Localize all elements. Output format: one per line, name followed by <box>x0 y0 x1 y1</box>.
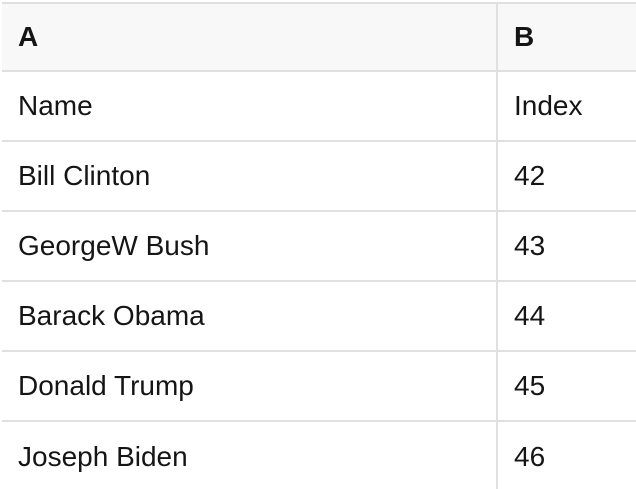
table-cell[interactable]: Donald Trump <box>2 352 498 422</box>
column-header-row: A B <box>2 4 636 72</box>
table-cell[interactable]: Name <box>2 72 498 142</box>
table-cell[interactable]: 43 <box>498 212 636 282</box>
table-row: Bill Clinton 42 <box>2 142 636 212</box>
table-row: GeorgeW Bush 43 <box>2 212 636 282</box>
table-row: Name Index <box>2 72 636 142</box>
table-cell[interactable]: 44 <box>498 282 636 352</box>
table-cell[interactable]: 45 <box>498 352 636 422</box>
table-row: Donald Trump 45 <box>2 352 636 422</box>
table-row: Barack Obama 44 <box>2 282 636 352</box>
table-cell[interactable]: 46 <box>514 441 546 472</box>
column-header-b[interactable]: B <box>498 4 636 72</box>
table-cell[interactable]: Index <box>498 72 636 142</box>
table-cell[interactable]: Barack Obama <box>2 282 498 352</box>
table-cell[interactable]: Bill Clinton <box>2 142 498 212</box>
table-cell[interactable]: GeorgeW Bush <box>2 212 498 282</box>
table-cell[interactable]: 42 <box>498 142 636 212</box>
table-row: Joseph Biden 46 <box>2 422 636 489</box>
column-header-a[interactable]: A <box>2 4 498 72</box>
table-cell[interactable]: Joseph Biden <box>2 422 498 489</box>
